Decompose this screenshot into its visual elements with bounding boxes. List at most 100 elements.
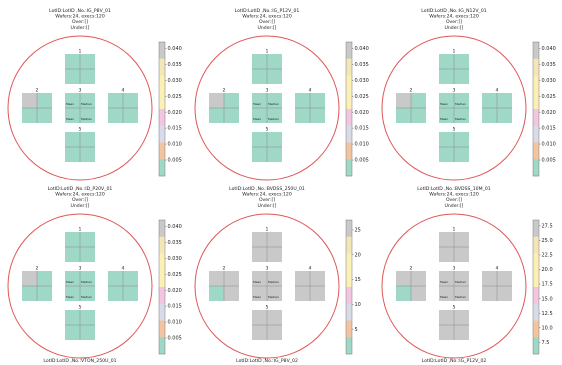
colorbar-frame bbox=[532, 41, 540, 177]
site-quadrant bbox=[108, 108, 123, 123]
site-quadrant bbox=[482, 271, 497, 286]
site-quadrant bbox=[252, 93, 267, 108]
colorbar-segment bbox=[159, 220, 165, 238]
site-quadrant bbox=[310, 271, 325, 286]
colorbar-segment bbox=[346, 253, 352, 271]
site-quadrant bbox=[310, 108, 325, 123]
colorbar-tick-label: 0.030 bbox=[355, 78, 369, 84]
site-stat-label: Median bbox=[455, 295, 466, 299]
colorbar-tick-label: 0.005 bbox=[168, 158, 182, 164]
site-number-label: 5 bbox=[79, 305, 82, 311]
colorbar-tick-label: 10 bbox=[355, 302, 361, 308]
colorbar-segment bbox=[346, 270, 352, 288]
site-quadrant bbox=[108, 286, 123, 301]
site-3: 3 Mean Median Mean Median bbox=[252, 266, 282, 301]
colorbar-frame bbox=[345, 219, 353, 355]
colorbar-tick-label: 27.5 bbox=[542, 223, 553, 229]
site-stat-label: Mean bbox=[66, 117, 74, 121]
colorbar-frame bbox=[158, 219, 166, 355]
colorbar-segment bbox=[346, 58, 352, 76]
panel-title-line: Under:[] bbox=[71, 25, 90, 31]
colorbar-tick-label: 0.020 bbox=[542, 110, 556, 116]
site-stat-label: Mean bbox=[253, 295, 261, 299]
site-2: 2 bbox=[22, 266, 52, 301]
site-quadrant bbox=[80, 54, 95, 69]
colorbar-tick-label: 0.025 bbox=[355, 94, 369, 100]
panel-title-line: Wafers:24, execs:120 bbox=[55, 192, 105, 198]
site-number-label: 4 bbox=[496, 266, 499, 272]
site-2: 2 bbox=[396, 88, 426, 123]
colorbar-tick-label: 0.010 bbox=[542, 142, 556, 148]
colorbar-segment bbox=[159, 42, 165, 60]
site-quadrant bbox=[439, 271, 454, 286]
panel-title-line: Under:[] bbox=[445, 25, 464, 31]
site-number-label: 2 bbox=[36, 88, 39, 94]
site-quadrant bbox=[439, 69, 454, 84]
colorbar-segment bbox=[533, 92, 539, 110]
site-quadrant bbox=[80, 69, 95, 84]
colorbar-tick-label: 0.010 bbox=[168, 142, 182, 148]
site-quadrant bbox=[454, 54, 469, 69]
site-quadrant bbox=[295, 93, 310, 108]
wafer-outline bbox=[194, 213, 340, 359]
site-quadrant bbox=[252, 108, 267, 123]
site-stat-label: Median bbox=[268, 117, 279, 121]
colorbar-tick-label: 0.015 bbox=[542, 126, 556, 132]
site-5: 5 bbox=[439, 305, 469, 340]
site-quadrant bbox=[37, 93, 52, 108]
site-quadrant bbox=[80, 108, 95, 123]
site-quadrant bbox=[454, 310, 469, 325]
colorbar-segment bbox=[533, 159, 539, 177]
colorbar-segment bbox=[533, 287, 539, 305]
site-stat-label: Median bbox=[268, 280, 279, 284]
colorbar-segment bbox=[346, 92, 352, 110]
site-quadrant bbox=[209, 271, 224, 286]
colorbar-segment bbox=[533, 337, 539, 355]
site-quadrant bbox=[310, 286, 325, 301]
site-3: 3 Mean Median Mean Median bbox=[65, 266, 95, 301]
site-quadrant bbox=[411, 286, 426, 301]
site-quadrant bbox=[65, 325, 80, 340]
site-4: 4 bbox=[108, 266, 138, 301]
wafer-panel-6: LotID:LotID ,No.:BVDSS_10M_01Wafers:24, … bbox=[381, 186, 553, 364]
site-2: 2 bbox=[209, 266, 239, 301]
site-quadrant bbox=[37, 271, 52, 286]
site-quadrant bbox=[439, 108, 454, 123]
colorbar-segment bbox=[159, 287, 165, 305]
colorbar-segment bbox=[159, 236, 165, 254]
site-quadrant bbox=[482, 93, 497, 108]
panel-title-line: Wafers:24, execs:120 bbox=[429, 192, 479, 198]
colorbar-tick-label: 0.040 bbox=[168, 224, 182, 230]
site-1: 1 bbox=[252, 49, 282, 84]
panel-title-line: Under:[] bbox=[258, 203, 277, 209]
colorbar-tick-label: 5 bbox=[355, 327, 358, 333]
colorbar-segment bbox=[533, 253, 539, 271]
colorbar-tick-label: 0.035 bbox=[168, 240, 182, 246]
colorbar-tick-label: 0.015 bbox=[168, 126, 182, 132]
colorbar-segment bbox=[346, 159, 352, 177]
site-5: 5 bbox=[65, 127, 95, 162]
colorbar-segment bbox=[533, 220, 539, 238]
colorbar-segment bbox=[159, 125, 165, 143]
site-1: 1 bbox=[439, 227, 469, 262]
site-number-label: 1 bbox=[79, 49, 82, 55]
colorbar-tick-label: 25.0 bbox=[542, 238, 553, 244]
site-quadrant bbox=[108, 93, 123, 108]
site-4: 4 bbox=[295, 88, 325, 123]
site-quadrant bbox=[267, 310, 282, 325]
colorbar-segment bbox=[159, 75, 165, 93]
site-number-label: 1 bbox=[266, 49, 269, 55]
colorbar-segment bbox=[533, 142, 539, 160]
site-quadrant bbox=[267, 325, 282, 340]
site-number-label: 3 bbox=[79, 88, 82, 94]
site-quadrant bbox=[439, 93, 454, 108]
site-4: 4 bbox=[108, 88, 138, 123]
panel-title-line: Wafers:24, execs:120 bbox=[55, 14, 105, 20]
site-quadrant bbox=[439, 232, 454, 247]
site-quadrant bbox=[65, 286, 80, 301]
colorbar-tick-label: 20.0 bbox=[542, 267, 553, 273]
site-stat-label: Median bbox=[268, 295, 279, 299]
